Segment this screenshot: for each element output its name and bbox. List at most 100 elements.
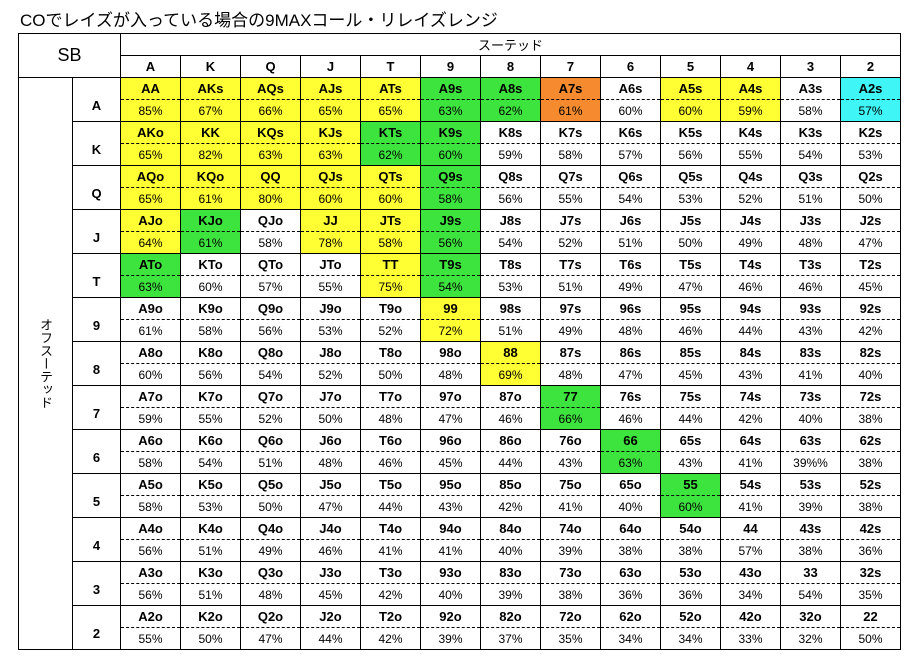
row-label: 6 xyxy=(72,429,121,474)
hand-name: T9s xyxy=(421,254,480,276)
hand-percent: 56% xyxy=(438,235,463,250)
hand-percent: 42% xyxy=(738,411,763,426)
hand-percent: 51% xyxy=(558,279,583,294)
hand-name: 53s xyxy=(781,474,840,496)
hand-name: 62o xyxy=(601,606,660,628)
hand-cell: 93o 40% xyxy=(420,561,481,606)
hand-cell: 85s 45% xyxy=(660,341,721,386)
hand-percent: 41% xyxy=(438,543,463,558)
hand-name: ATs xyxy=(361,78,420,100)
hand-percent: 43% xyxy=(678,455,703,470)
hand-cell: 52s 38% xyxy=(840,473,901,518)
hand-name: A5s xyxy=(661,78,720,100)
hand-percent: 82% xyxy=(198,147,223,162)
hand-name: 52s xyxy=(841,474,900,496)
hand-percent: 61% xyxy=(558,103,583,118)
hand-cell: QQ 80% xyxy=(240,165,301,210)
hand-cell: A7o 59% xyxy=(120,385,181,430)
hand-percent: 58% xyxy=(378,235,403,250)
hand-name: 75s xyxy=(661,386,720,408)
hand-cell: J6o 48% xyxy=(300,429,361,474)
hand-cell: T9o 52% xyxy=(360,297,421,342)
hand-name: Q8o xyxy=(241,342,300,364)
hand-cell: 86s 47% xyxy=(600,341,661,386)
hand-percent: 50% xyxy=(378,367,403,382)
hand-cell: A2s 57% xyxy=(840,77,901,122)
hand-name: Q9s xyxy=(421,166,480,188)
hand-percent: 54% xyxy=(618,191,643,206)
column-label: 2 xyxy=(840,55,901,78)
corner-label: SB xyxy=(18,33,121,78)
hand-percent: 50% xyxy=(318,411,343,426)
hand-percent: 36% xyxy=(678,587,703,602)
hand-percent: 40% xyxy=(798,411,823,426)
hand-percent: 65% xyxy=(138,191,163,206)
hand-name: T5o xyxy=(361,474,420,496)
hand-name: A3o xyxy=(121,562,180,584)
hand-percent: 51% xyxy=(258,455,283,470)
hand-percent: 59% xyxy=(498,147,523,162)
hand-cell: J4s 49% xyxy=(720,209,781,254)
hand-percent: 51% xyxy=(198,587,223,602)
hand-cell: 98s 51% xyxy=(480,297,541,342)
hand-cell: 43o 34% xyxy=(720,561,781,606)
hand-percent: 44% xyxy=(738,323,763,338)
hand-percent: 38% xyxy=(678,543,703,558)
hand-percent: 57% xyxy=(858,103,883,118)
hand-name: T5s xyxy=(661,254,720,276)
hand-name: 42o xyxy=(721,606,780,628)
hand-name: Q3o xyxy=(241,562,300,584)
hand-cell: K9s 60% xyxy=(420,121,481,166)
hand-percent: 39% xyxy=(498,587,523,602)
hand-percent: 62% xyxy=(498,103,523,118)
hand-cell: K6o 54% xyxy=(180,429,241,474)
hand-name: 64o xyxy=(601,518,660,540)
hand-name: JJ xyxy=(301,210,360,232)
hand-cell: J9o 53% xyxy=(300,297,361,342)
hand-cell: Q3s 51% xyxy=(780,165,841,210)
hand-percent: 61% xyxy=(198,191,223,206)
hand-name: Q5o xyxy=(241,474,300,496)
hand-percent: 54% xyxy=(258,367,283,382)
hand-name: KJs xyxy=(301,122,360,144)
hand-cell: 96s 48% xyxy=(600,297,661,342)
hand-percent: 44% xyxy=(318,631,343,646)
row-label: 2 xyxy=(72,605,121,650)
hand-name: KTs xyxy=(361,122,420,144)
hand-name: 82s xyxy=(841,342,900,364)
hand-cell: T5o 44% xyxy=(360,473,421,518)
hand-name: AA xyxy=(121,78,180,100)
hand-cell: 87s 48% xyxy=(540,341,601,386)
hand-cell: 62o 34% xyxy=(600,605,661,650)
hand-cell: 52o 34% xyxy=(660,605,721,650)
hand-percent: 40% xyxy=(858,367,883,382)
hand-cell: AJo 64% xyxy=(120,209,181,254)
hand-name: J8s xyxy=(481,210,540,232)
hand-name: QTo xyxy=(241,254,300,276)
hand-name: Q5s xyxy=(661,166,720,188)
hand-percent: 63% xyxy=(258,147,283,162)
hand-cell: J2o 44% xyxy=(300,605,361,650)
hand-name: J6o xyxy=(301,430,360,452)
hand-percent: 36% xyxy=(618,587,643,602)
hand-percent: 75% xyxy=(378,279,403,294)
hand-cell: K2o 50% xyxy=(180,605,241,650)
hand-cell: KK 82% xyxy=(180,121,241,166)
hand-name: TT xyxy=(361,254,420,276)
hand-percent: 46% xyxy=(798,279,823,294)
hand-cell: TT 75% xyxy=(360,253,421,298)
hand-cell: J8s 54% xyxy=(480,209,541,254)
hand-name: 63o xyxy=(601,562,660,584)
hand-cell: KJo 61% xyxy=(180,209,241,254)
hand-name: 92o xyxy=(421,606,480,628)
hand-cell: 74o 39% xyxy=(540,517,601,562)
hand-percent: 47% xyxy=(318,499,343,514)
hand-name: J2s xyxy=(841,210,900,232)
hand-percent: 40% xyxy=(498,543,523,558)
hand-cell: 83o 39% xyxy=(480,561,541,606)
hand-percent: 48% xyxy=(798,235,823,250)
column-label: A xyxy=(120,55,181,78)
hand-name: T3o xyxy=(361,562,420,584)
hand-name: 72o xyxy=(541,606,600,628)
hand-name: A2s xyxy=(841,78,900,100)
